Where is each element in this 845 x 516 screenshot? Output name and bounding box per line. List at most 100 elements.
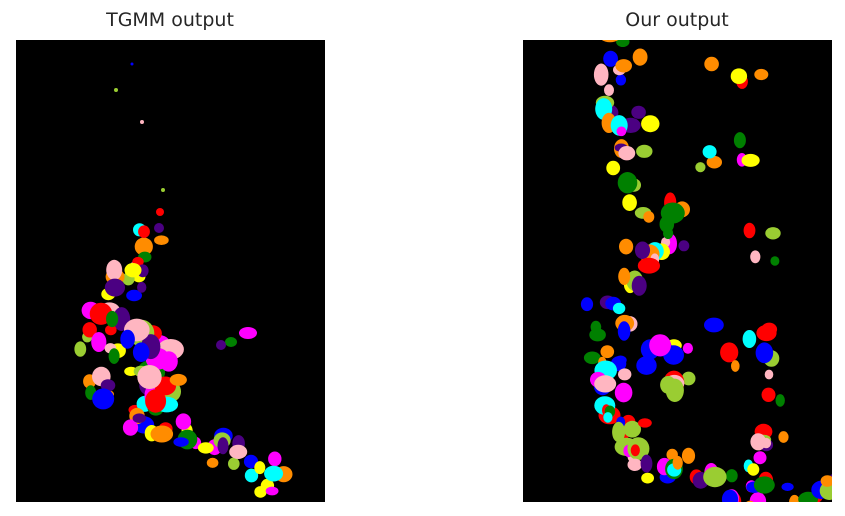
cell-segment — [206, 457, 219, 468]
cell-segment — [638, 418, 652, 428]
cell-segment — [74, 341, 87, 357]
cell-segment — [600, 345, 615, 359]
cell-segment — [583, 351, 601, 365]
cell-segment — [617, 321, 631, 341]
cell-segment — [138, 225, 150, 238]
cell-segment — [637, 257, 660, 274]
cell-segment — [105, 324, 117, 336]
cell-segment — [622, 194, 637, 212]
tgmm-segmentation-image — [16, 40, 325, 502]
cell-segment — [106, 310, 119, 328]
cell-segment — [130, 62, 134, 66]
cell-segment — [643, 211, 655, 223]
cell-segment — [159, 351, 178, 372]
cell-segment — [636, 356, 657, 375]
cell-segment — [616, 126, 627, 137]
left-panel-title: TGMM output — [106, 9, 234, 31]
cell-segment — [678, 240, 690, 252]
cell-segment — [704, 56, 719, 72]
cell-segment — [615, 74, 627, 86]
cell-segment — [731, 360, 740, 372]
cell-segment — [134, 237, 153, 256]
cell-segment — [663, 227, 674, 239]
cell-segment — [820, 475, 832, 487]
cell-segment — [618, 146, 636, 161]
cell-segment — [114, 88, 118, 92]
cell-segment — [703, 466, 727, 488]
cell-segment — [756, 324, 777, 342]
cell-segment — [761, 387, 776, 402]
cell-segment — [264, 465, 284, 482]
cell-segment — [630, 444, 640, 457]
cell-segment — [140, 120, 144, 124]
cell-segment — [145, 389, 167, 413]
cell-segment — [741, 153, 760, 167]
cell-segment — [618, 368, 632, 381]
cell-segment — [753, 451, 767, 465]
cell-segment — [175, 413, 192, 430]
cell-segment — [623, 420, 641, 438]
cell-segment — [225, 337, 237, 347]
cell-segment — [706, 155, 722, 169]
cell-segment — [681, 371, 696, 386]
cell-segment — [603, 50, 618, 67]
cell-segment — [746, 500, 754, 502]
cell-segment — [108, 348, 120, 364]
cell-segment — [594, 375, 617, 393]
cell-segment — [627, 458, 643, 471]
cell-segment — [197, 442, 214, 454]
cell-segment — [640, 454, 653, 473]
cell-segment — [754, 68, 769, 81]
cell-segment — [217, 437, 229, 455]
cell-segment — [254, 486, 267, 498]
cell-segment — [720, 342, 739, 363]
our-segmentation-canvas — [580, 40, 832, 502]
cell-segment — [695, 162, 706, 173]
cell-segment — [631, 275, 647, 296]
cell-segment — [244, 468, 259, 483]
cell-segment — [702, 145, 717, 159]
cell-segment — [254, 461, 266, 475]
cell-segment — [615, 59, 632, 73]
cell-segment — [216, 340, 226, 350]
cell-segment — [169, 373, 187, 386]
cell-segment — [730, 68, 748, 84]
cell-segment — [725, 469, 738, 483]
cell-segment — [765, 227, 781, 240]
cell-segment — [632, 48, 648, 66]
cell-segment — [634, 241, 651, 260]
cell-segment — [132, 342, 150, 363]
cell-segment — [82, 322, 97, 338]
cell-segment — [604, 84, 614, 96]
cell-segment — [616, 40, 630, 47]
cell-segment — [239, 327, 257, 339]
cell-segment — [775, 394, 785, 407]
cell-segment — [761, 437, 772, 449]
cell-segment — [614, 382, 633, 403]
cell-segment — [228, 457, 240, 470]
cell-segment — [265, 486, 279, 496]
cell-segment — [743, 222, 756, 239]
cell-segment — [631, 105, 646, 119]
cell-segment — [789, 498, 800, 502]
cell-segment — [137, 281, 147, 293]
cell-segment — [243, 454, 259, 469]
cell-segment — [721, 489, 739, 502]
cell-segment — [764, 369, 774, 380]
cell-segment — [124, 263, 142, 278]
cell-segment — [770, 256, 780, 266]
cell-segment — [120, 329, 135, 349]
cell-segment — [641, 115, 660, 133]
cell-segment — [665, 378, 684, 402]
cell-segment — [612, 421, 626, 443]
cell-segment — [778, 431, 789, 443]
cell-segment — [593, 63, 609, 86]
cell-segment — [749, 492, 767, 502]
cell-segment — [92, 388, 115, 410]
tgmm-segmentation-canvas — [74, 62, 293, 498]
cell-segment — [132, 413, 146, 424]
cell-segment — [104, 278, 125, 297]
cell-segment — [580, 297, 594, 312]
cell-segment — [672, 455, 683, 470]
cell-segment — [781, 482, 794, 491]
